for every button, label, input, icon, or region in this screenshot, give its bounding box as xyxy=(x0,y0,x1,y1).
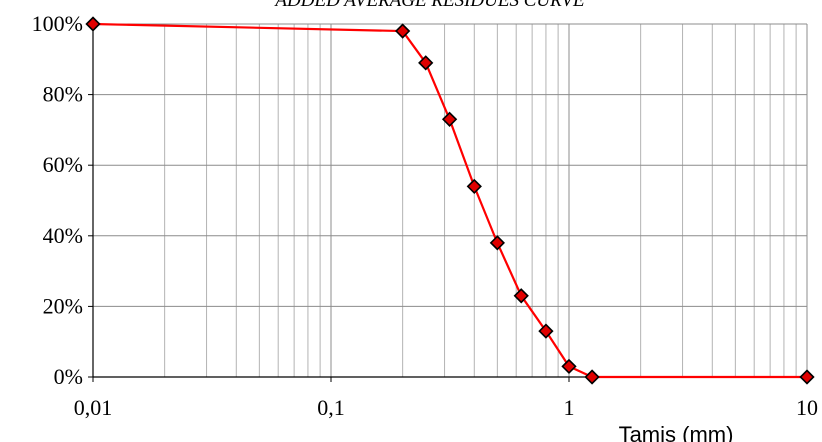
data-point-marker xyxy=(466,178,482,195)
series-layer xyxy=(92,22,807,379)
data-point-marker xyxy=(799,369,815,385)
y-tick-label: 60% xyxy=(43,152,83,177)
data-point-marker xyxy=(418,55,434,71)
chart-title: ADDED AVERAGE RESIDUES CURVE xyxy=(273,0,585,11)
y-tick-label: 0% xyxy=(54,364,83,389)
axes xyxy=(88,23,808,382)
data-point-marker xyxy=(489,235,505,251)
data-point-marker xyxy=(395,23,411,39)
y-tick-label: 80% xyxy=(43,82,83,107)
series-line xyxy=(92,22,807,379)
data-point-marker xyxy=(441,111,458,127)
y-tick-label: 40% xyxy=(43,223,83,248)
y-tick-label: 100% xyxy=(32,11,83,36)
y-tick-labels: 0% 20% 40% 60% 80% 100% xyxy=(32,11,83,389)
x-tick-label: 0,01 xyxy=(74,395,113,420)
data-point-marker xyxy=(538,323,554,339)
x-tick-labels: 0,01 0,1 1 10 xyxy=(74,395,818,420)
x-tick-label: 0,1 xyxy=(317,395,345,420)
marker-layer xyxy=(85,16,815,385)
x-axis-label: Tamis (mm) xyxy=(619,422,734,442)
y-tick-label: 20% xyxy=(43,293,83,318)
x-tick-label: 10 xyxy=(796,395,818,420)
grid xyxy=(92,23,808,378)
data-point-marker xyxy=(85,16,101,32)
data-point-marker xyxy=(513,288,529,304)
data-point-marker xyxy=(561,358,577,375)
data-point-marker xyxy=(584,369,600,385)
x-tick-label: 1 xyxy=(564,395,575,420)
